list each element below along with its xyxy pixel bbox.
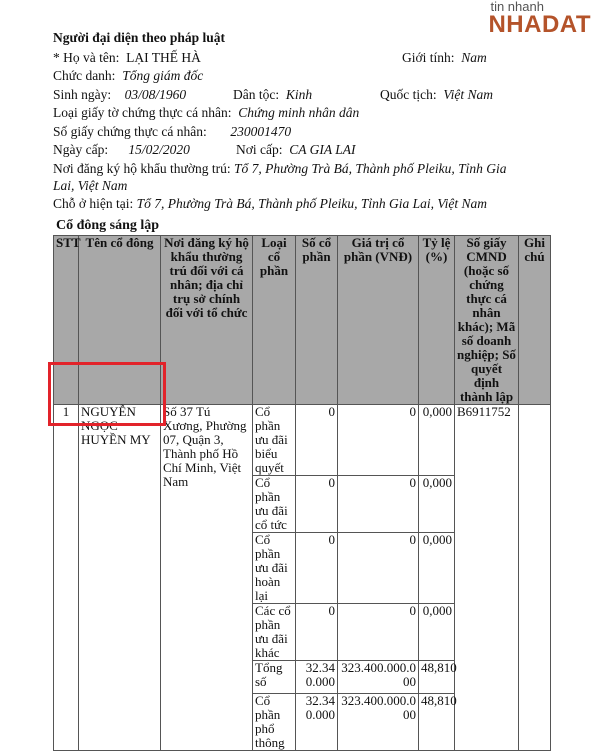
share-type: Các cổ phần ưu đãi khác — [252, 603, 296, 661]
share-pct: 0,000 — [418, 475, 455, 533]
nation-line: Quốc tịch: Việt Nam — [380, 86, 493, 104]
col-header: Số giấy CMND (hoặc số chứng thực cá nhân… — [454, 235, 519, 405]
title-line: Chức danh: Tổng giám đốc — [53, 67, 203, 85]
label: Loại giấy tờ chứng thực cá nhân: — [53, 105, 232, 120]
share-pct: 0,000 — [418, 603, 455, 661]
share-type: Cổ phần ưu đãi biểu quyết — [252, 404, 296, 476]
label: Nơi đăng ký hộ khẩu thường trú: — [53, 161, 231, 176]
share-pct: 48,810 — [418, 693, 457, 751]
share-value: 0 — [337, 404, 419, 476]
shareholder-address: Số 37 Tú Xương, Phường 07, Quận 3, Thành… — [160, 404, 253, 751]
rep-heading: Người đại diện theo pháp luật — [53, 30, 225, 45]
label: Dân tộc: — [233, 87, 280, 102]
title-value: Tổng giám đốc — [122, 68, 204, 83]
issue-line: Ngày cấp: 15/02/2020 — [53, 141, 190, 159]
share-pct: 0,000 — [418, 404, 455, 476]
perm-line-2: Lai, Việt Nam — [53, 178, 128, 193]
dob-line: Sinh ngày: 03/08/1960 — [53, 86, 186, 104]
label: Nơi cấp: — [236, 142, 283, 157]
name-value: LẠI THẾ HÀ — [126, 50, 201, 65]
idtype-line: Loại giấy tờ chứng thực cá nhân: Chứng m… — [53, 104, 359, 122]
col-header: Loại cổ phần — [252, 235, 296, 405]
perm-value: Tổ 7, Phường Trà Bá, Thành phố Pleiku, T… — [233, 161, 507, 176]
place-line: Nơi cấp: CA GIA LAI — [236, 141, 356, 159]
shareholder-id: B6911752 — [454, 404, 519, 751]
shareholder-name: NGUYỄN NGỌC HUYỀN MY — [78, 404, 161, 751]
share-value: 0 — [337, 603, 419, 661]
col-header: Tên cổ đông — [78, 235, 161, 405]
share-count: 0 — [295, 404, 338, 476]
label: Chức danh: — [53, 68, 116, 83]
ethnic-value: Kinh — [285, 87, 313, 102]
share-pct: 48,810 — [418, 660, 457, 694]
share-count: 32.340.000 — [295, 693, 338, 751]
logo: tin nhanh NHADAT — [488, 0, 591, 37]
dob-value: 03/08/1960 — [124, 87, 187, 102]
place-value: CA GIA LAI — [289, 142, 356, 157]
shareholders-table: STT Tên cổ đông Nơi đăng ký hộ khẩu thườ… — [53, 235, 551, 751]
label: * Họ và tên: — [53, 50, 120, 65]
table-row: Cổ phần ưu đãi cổ tức 0 0 0,000 — [54, 475, 551, 533]
share-count: 0 — [295, 603, 338, 661]
label: Số giấy chứng thực cá nhân: — [53, 124, 207, 139]
col-header: Số cổ phần — [295, 235, 338, 405]
share-type: Tổng số — [252, 660, 296, 694]
idno-value: 230001470 — [230, 124, 292, 139]
share-type: Cổ phần ưu đãi hoàn lại — [252, 532, 296, 604]
label: Giới tính: — [402, 50, 455, 65]
share-count: 0 — [295, 475, 338, 533]
current-value: Tổ 7, Phường Trà Bá, Thành phố Pleiku, T… — [136, 196, 487, 211]
share-value: 323.400.000.000 — [337, 693, 419, 751]
highlight-box — [48, 362, 166, 426]
label: Chỗ ở hiện tại: — [53, 196, 134, 211]
stt: 1 — [53, 404, 79, 751]
logo-small: tin nhanh — [490, 0, 544, 14]
share-pct: 0,000 — [418, 532, 455, 604]
share-value: 0 — [337, 532, 419, 604]
shareholder-note — [518, 404, 551, 751]
label: Ngày cấp: — [53, 142, 109, 157]
label: Sinh ngày: — [53, 87, 112, 102]
share-type: Cổ phần ưu đãi cổ tức — [252, 475, 296, 533]
table-header: STT Tên cổ đông Nơi đăng ký hộ khẩu thườ… — [53, 235, 551, 405]
current-line: Chỗ ở hiện tại: Tổ 7, Phường Trà Bá, Thà… — [53, 195, 487, 213]
col-header: Tỷ lệ (%) — [418, 235, 455, 405]
idno-line: Số giấy chứng thực cá nhân: 230001470 — [53, 123, 291, 141]
col-header: Giá trị cổ phần (VNĐ) — [337, 235, 419, 405]
idtype-value: Chứng minh nhân dân — [238, 105, 360, 120]
shareholders-heading: Cổ đông sáng lập — [56, 218, 160, 233]
gender-value: Nam — [461, 50, 487, 65]
issue-value: 15/02/2020 — [128, 142, 190, 157]
col-header: Nơi đăng ký hộ khẩu thường trú đối với c… — [160, 235, 253, 405]
share-count: 32.340.000 — [295, 660, 338, 694]
label: Quốc tịch: — [380, 87, 437, 102]
share-value: 0 — [337, 475, 419, 533]
share-type: Cổ phần phổ thông — [252, 693, 296, 751]
col-header: Ghi chú — [518, 235, 551, 405]
name-line: * Họ và tên: LẠI THẾ HÀ — [53, 49, 201, 67]
share-value: 323.400.000.000 — [337, 660, 419, 694]
logo-main: NHADAT — [488, 11, 591, 38]
nation-value: Việt Nam — [443, 87, 493, 102]
perm-line: Nơi đăng ký hộ khẩu thường trú: Tổ 7, Ph… — [53, 160, 507, 178]
share-count: 0 — [295, 532, 338, 604]
gender-line: Giới tính: Nam — [402, 49, 487, 67]
ethnic-line: Dân tộc: Kinh — [233, 86, 312, 104]
